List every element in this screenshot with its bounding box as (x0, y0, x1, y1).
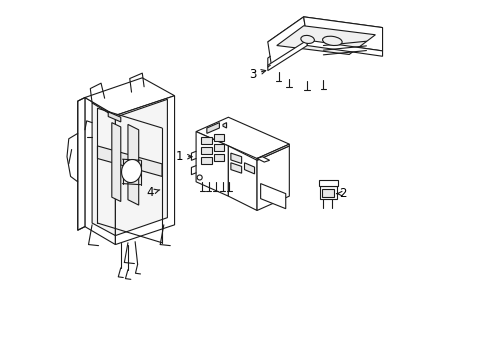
Polygon shape (115, 99, 167, 235)
Polygon shape (128, 125, 139, 205)
Polygon shape (196, 132, 228, 196)
Polygon shape (115, 96, 174, 244)
Text: 3: 3 (248, 68, 265, 81)
Polygon shape (201, 157, 211, 164)
Polygon shape (257, 157, 269, 162)
Polygon shape (78, 98, 85, 230)
Polygon shape (228, 146, 257, 211)
Polygon shape (196, 117, 289, 158)
Polygon shape (267, 17, 306, 65)
Text: 1: 1 (175, 150, 192, 163)
Polygon shape (260, 184, 285, 209)
Polygon shape (108, 112, 121, 122)
Text: 2: 2 (336, 187, 346, 200)
Ellipse shape (300, 35, 314, 44)
Polygon shape (318, 180, 337, 186)
Text: 4: 4 (146, 186, 160, 199)
Polygon shape (85, 98, 115, 244)
Polygon shape (214, 144, 224, 151)
Polygon shape (206, 123, 219, 134)
Polygon shape (303, 17, 382, 51)
Ellipse shape (322, 36, 342, 45)
Ellipse shape (122, 159, 141, 183)
Polygon shape (214, 134, 224, 141)
Polygon shape (112, 123, 121, 202)
Polygon shape (267, 17, 382, 53)
Polygon shape (321, 189, 333, 197)
Polygon shape (276, 26, 375, 54)
Polygon shape (92, 103, 115, 235)
Polygon shape (97, 146, 162, 176)
Polygon shape (223, 123, 226, 128)
Polygon shape (306, 40, 382, 56)
Polygon shape (201, 137, 211, 144)
Polygon shape (319, 186, 336, 199)
Polygon shape (257, 144, 289, 160)
Polygon shape (257, 146, 289, 211)
Polygon shape (85, 78, 174, 116)
Polygon shape (230, 163, 241, 173)
Polygon shape (230, 153, 241, 163)
Polygon shape (244, 163, 254, 174)
Polygon shape (201, 147, 211, 154)
Polygon shape (267, 40, 306, 71)
Polygon shape (214, 154, 224, 161)
